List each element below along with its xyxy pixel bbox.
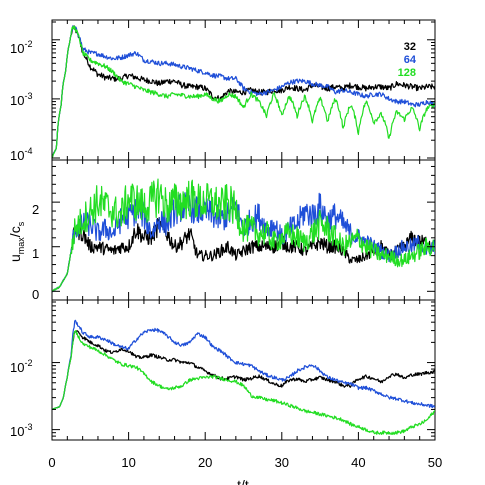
- panel-3-series-1-line: [52, 330, 435, 410]
- xtick-label-20: 20: [198, 455, 212, 470]
- legend-entry-128: 128: [398, 67, 416, 79]
- p2-ytick-label-1: 1: [32, 246, 39, 261]
- panel-1-series-1-line: [52, 25, 435, 159]
- p2-ytick-label-2: 2: [32, 202, 39, 217]
- tick-layer: [51, 20, 436, 440]
- p1-ytick-label-2: 10-3: [10, 91, 32, 108]
- legend-entry-64: 64: [404, 54, 417, 66]
- xtick-label-40: 40: [351, 455, 365, 470]
- xtick-label-0: 0: [48, 455, 55, 470]
- xtick-label-10: 10: [121, 455, 135, 470]
- panel-3-series-2-line: [52, 319, 435, 411]
- panel-2-series-3-line: [52, 178, 435, 293]
- p1-ytick-label-3: 10-4: [10, 146, 32, 163]
- panel-2-series-2-line: [52, 192, 435, 293]
- xlabel: t/t: [237, 477, 249, 485]
- p3-ytick-label-1: 10-2: [10, 358, 32, 375]
- panel-1-series-3-line: [52, 25, 435, 159]
- p1-ytick-label-1: 10-2: [10, 39, 32, 56]
- legend-entry-32: 32: [404, 41, 416, 53]
- p3-ytick-label-2: 10-3: [10, 422, 32, 439]
- panel-1-series-2-line: [52, 25, 435, 158]
- plot-layer: [52, 25, 435, 435]
- p2-ylabel: umax/cs: [7, 221, 26, 262]
- p2-ytick-label-0: 0: [32, 287, 39, 302]
- xtick-label-50: 50: [428, 455, 442, 470]
- panel-3-series-3-line: [52, 330, 435, 435]
- panel-3-frame: [51, 299, 436, 441]
- xtick-label-30: 30: [275, 455, 289, 470]
